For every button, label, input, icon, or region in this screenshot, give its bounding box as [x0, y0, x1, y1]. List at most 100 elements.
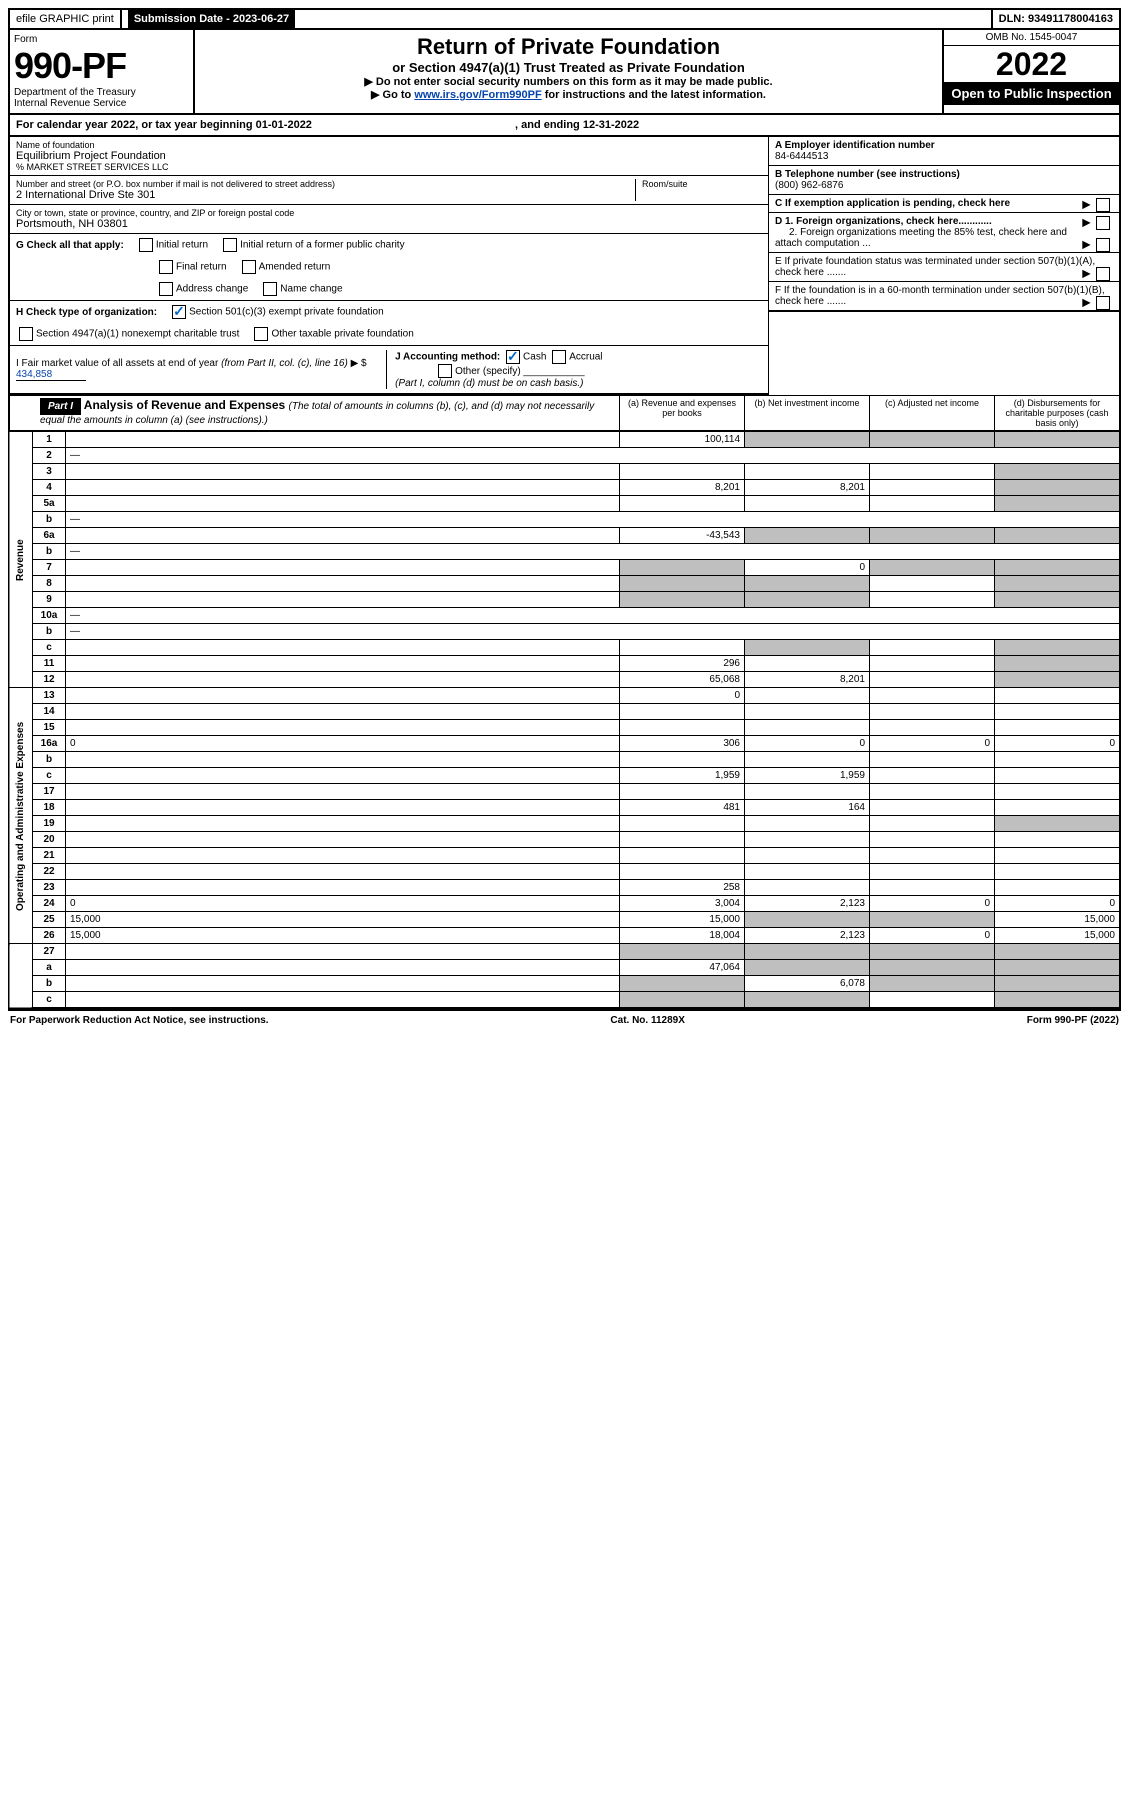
- amount-cell: [870, 528, 995, 544]
- amount-cell: [995, 800, 1121, 816]
- e-check[interactable]: [1096, 267, 1110, 281]
- line-number: b: [33, 512, 66, 528]
- d1-check[interactable]: [1096, 216, 1110, 230]
- form-id-block: Form 990-PF Department of the Treasury I…: [10, 30, 195, 113]
- line-number: 8: [33, 576, 66, 592]
- amount-cell: [745, 432, 870, 448]
- amount-cell: 296: [620, 656, 745, 672]
- final-return-check[interactable]: [159, 260, 173, 274]
- amount-cell: [870, 848, 995, 864]
- amount-cell: [620, 592, 745, 608]
- amount-cell: 3,004: [620, 896, 745, 912]
- entity-info: Name of foundation Equilibrium Project F…: [8, 137, 1121, 395]
- other-tax-check[interactable]: [254, 327, 268, 341]
- amount-cell: [995, 784, 1121, 800]
- part1-header-row: Part I Analysis of Revenue and Expenses …: [8, 395, 1121, 431]
- amount-cell: [745, 816, 870, 832]
- i-label-pre: I Fair market value of all assets at end…: [16, 358, 221, 369]
- phone-value: (800) 962-6876: [775, 180, 843, 191]
- amount-cell: [870, 560, 995, 576]
- amount-cell: [620, 704, 745, 720]
- table-row: c1,9591,959: [9, 768, 1120, 784]
- table-row: 8: [9, 576, 1120, 592]
- amount-cell: [870, 576, 995, 592]
- address-change-check[interactable]: [159, 282, 173, 296]
- line-description: [66, 768, 620, 784]
- amount-cell: [870, 432, 995, 448]
- city-label: City or town, state or province, country…: [16, 208, 762, 218]
- table-row: 2—: [9, 448, 1120, 464]
- line-number: 12: [33, 672, 66, 688]
- ein-value: 84-6444513: [775, 151, 828, 162]
- irs-link[interactable]: www.irs.gov/Form990PF: [414, 89, 541, 101]
- line-number: 1: [33, 432, 66, 448]
- f-check[interactable]: [1096, 296, 1110, 310]
- table-row: b—: [9, 544, 1120, 560]
- amount-cell: [745, 496, 870, 512]
- d2-check[interactable]: [1096, 238, 1110, 252]
- amount-cell: [870, 592, 995, 608]
- footer-left: For Paperwork Reduction Act Notice, see …: [10, 1015, 269, 1026]
- table-row: 1265,0688,201: [9, 672, 1120, 688]
- amount-cell: [995, 464, 1121, 480]
- col-d-head: (d) Disbursements for charitable purpose…: [994, 396, 1119, 430]
- line-number: 18: [33, 800, 66, 816]
- d-cell: D 1. Foreign organizations, check here..…: [769, 213, 1119, 253]
- initial-return-check[interactable]: [139, 238, 153, 252]
- footer-cat: Cat. No. 11289X: [610, 1015, 684, 1026]
- table-row: 20: [9, 832, 1120, 848]
- amount-cell: [745, 912, 870, 928]
- amount-cell: [745, 528, 870, 544]
- j-cash: Cash: [523, 352, 546, 363]
- amount-cell: [745, 960, 870, 976]
- note2-pre: ▶ Go to: [371, 89, 414, 101]
- d2-label: 2. Foreign organizations meeting the 85%…: [775, 227, 1067, 249]
- amount-cell: [620, 720, 745, 736]
- line-number: c: [33, 768, 66, 784]
- line-number: 21: [33, 848, 66, 864]
- amount-cell: 8,201: [620, 480, 745, 496]
- amount-cell: [870, 976, 995, 992]
- s4947-check[interactable]: [19, 327, 33, 341]
- s501-check[interactable]: [172, 305, 186, 319]
- table-row: 70: [9, 560, 1120, 576]
- table-row: b—: [9, 512, 1120, 528]
- line-number: a: [33, 960, 66, 976]
- line-number: c: [33, 640, 66, 656]
- line-description: [66, 784, 620, 800]
- accrual-check[interactable]: [552, 350, 566, 364]
- amount-cell: [870, 672, 995, 688]
- c-check[interactable]: [1096, 198, 1110, 212]
- line-number: 23: [33, 880, 66, 896]
- amount-cell: [745, 752, 870, 768]
- name-change-check[interactable]: [263, 282, 277, 296]
- amount-cell: [870, 800, 995, 816]
- arrow-icon: ▶: [1083, 200, 1091, 211]
- amount-cell: [745, 848, 870, 864]
- amended-check[interactable]: [242, 260, 256, 274]
- amount-cell: [995, 656, 1121, 672]
- amount-cell: [995, 560, 1121, 576]
- amount-cell: 1,959: [620, 768, 745, 784]
- line-number: 9: [33, 592, 66, 608]
- amount-cell: [995, 864, 1121, 880]
- h-check-row: H Check type of organization: Section 50…: [10, 301, 768, 346]
- amount-cell: [870, 752, 995, 768]
- table-row: 2615,00018,0042,123015,000: [9, 928, 1120, 944]
- cash-check[interactable]: [506, 350, 520, 364]
- line-description: [66, 432, 620, 448]
- line-description: [66, 656, 620, 672]
- amount-cell: [620, 560, 745, 576]
- amount-cell: [745, 464, 870, 480]
- line-description: [66, 672, 620, 688]
- other-method-check[interactable]: [438, 364, 452, 378]
- care-of: % MARKET STREET SERVICES LLC: [16, 162, 762, 172]
- calendar-year-row: For calendar year 2022, or tax year begi…: [8, 115, 1121, 137]
- line-description: [66, 816, 620, 832]
- line-number: 3: [33, 464, 66, 480]
- amount-cell: [745, 944, 870, 960]
- side-label: Operating and Administrative Expenses: [9, 688, 33, 944]
- efile-print-button[interactable]: efile GRAPHIC print: [10, 10, 122, 28]
- line-number: b: [33, 976, 66, 992]
- initial-former-check[interactable]: [223, 238, 237, 252]
